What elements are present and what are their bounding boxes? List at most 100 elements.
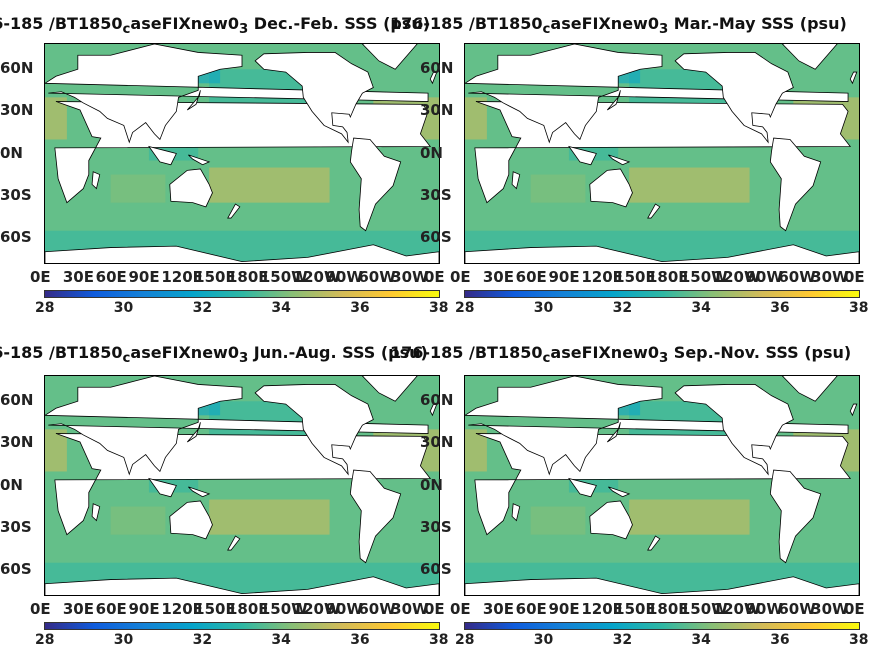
lon-tick-label: 60E — [95, 600, 127, 618]
colorbar-tick-label: 32 — [192, 632, 213, 648]
colorbar-tick-label: 38 — [849, 300, 869, 316]
lat-tick-label: 30S — [420, 517, 452, 536]
land-mass — [769, 137, 822, 232]
colorbar-tick-label: 38 — [429, 632, 449, 648]
salinity-band — [110, 506, 166, 535]
sss-map — [45, 44, 439, 263]
title-tail: Jun.-Aug. SSS (psu) — [248, 343, 428, 362]
title-sub2: 3 — [238, 22, 249, 38]
land-mass — [647, 203, 661, 219]
colorbar-tick-label: 38 — [849, 632, 869, 648]
land-mass — [186, 90, 201, 111]
title-sub2: 3 — [238, 351, 249, 367]
lat-tick-label: 30S — [0, 185, 32, 204]
salinity-band — [530, 506, 586, 535]
colorbar-tick-label: 28 — [35, 632, 55, 648]
land-mass — [568, 145, 597, 166]
lon-tick-label: 150E — [614, 600, 656, 618]
lon-tick-label: 60W — [358, 268, 396, 286]
land-mass — [781, 44, 838, 70]
lon-tick-label: 180E — [227, 600, 269, 618]
salinity-band — [209, 499, 330, 535]
sss-map — [45, 376, 439, 595]
colorbar-tick-label: 32 — [612, 300, 633, 316]
lon-tick-label: 30E — [62, 268, 94, 286]
title-mid: aseFIXnew0 — [550, 343, 659, 362]
lon-tick-label: 120W — [712, 600, 761, 618]
lon-tick-label: 150W — [679, 600, 728, 618]
lon-tick-label: 90W — [325, 600, 363, 618]
panel-title: 176-185 /BT1850caseFIXnew03 Jun.-Aug. SS… — [0, 343, 428, 366]
lon-tick-label: 120E — [161, 268, 203, 286]
lon-tick-label: 60E — [515, 600, 547, 618]
lon-tick-label: 150W — [259, 600, 308, 618]
lat-tick-label: 60S — [420, 227, 452, 246]
lon-tick-label: 120W — [292, 600, 341, 618]
lon-tick-label: 0E — [30, 600, 51, 618]
title-sub2: 3 — [658, 22, 669, 38]
salinity-band — [45, 429, 67, 472]
colorbar — [44, 290, 440, 298]
lon-tick-label: 30W — [811, 268, 849, 286]
lat-tick-label: 0N — [0, 143, 23, 162]
colorbar-tick-label: 34 — [271, 632, 291, 648]
lon-tick-label: 30E — [62, 600, 94, 618]
title-tail: Mar.-May SSS (psu) — [668, 14, 847, 33]
sss-map — [465, 44, 859, 263]
land-mass — [227, 203, 241, 219]
colorbar-tick-label: 36 — [350, 300, 370, 316]
lon-tick-label: 30W — [811, 600, 849, 618]
lon-tick-label: 30W — [391, 600, 429, 618]
title-sub: c — [542, 351, 551, 367]
lon-tick-label: 180E — [647, 268, 689, 286]
salinity-band — [209, 167, 330, 203]
land-mass — [349, 469, 402, 564]
land-mass — [188, 154, 211, 166]
lon-tick-label: 0E — [844, 600, 865, 618]
colorbar-tick-label: 30 — [113, 632, 134, 648]
title-sub: c — [122, 351, 131, 367]
lon-tick-label: 120E — [161, 600, 203, 618]
lon-tick-label: 90E — [128, 600, 160, 618]
lon-tick-label: 0E — [30, 268, 51, 286]
colorbar-tick-label: 28 — [35, 300, 55, 316]
land-mass — [465, 244, 859, 263]
colorbar-tick-label: 34 — [691, 300, 711, 316]
salinity-band — [45, 97, 67, 140]
land-mass — [349, 137, 402, 232]
lon-tick-label: 0E — [844, 268, 865, 286]
lat-tick-label: 30N — [0, 101, 34, 120]
land-mass — [188, 486, 211, 498]
lat-tick-label: 30N — [420, 433, 454, 452]
lat-tick-label: 0N — [0, 475, 23, 494]
land-mass — [254, 52, 374, 144]
lat-tick-label: 60S — [420, 559, 452, 578]
lon-tick-label: 150E — [614, 268, 656, 286]
land-mass — [849, 71, 858, 85]
colorbar-tick-label: 30 — [113, 300, 134, 316]
title-tail: Sep.-Nov. SSS (psu) — [668, 343, 852, 362]
land-mass — [148, 477, 177, 498]
colorbar-tick-label: 28 — [455, 632, 475, 648]
title-sub: c — [122, 22, 131, 38]
colorbar-tick-label: 34 — [271, 300, 291, 316]
map-axes — [464, 43, 860, 264]
land-mass — [608, 486, 631, 498]
lon-tick-label: 30E — [482, 268, 514, 286]
land-mass — [45, 376, 429, 476]
lat-tick-label: 0N — [420, 143, 443, 162]
lon-tick-label: 120W — [292, 268, 341, 286]
land-mass — [511, 503, 521, 522]
map-axes — [44, 375, 440, 596]
lon-tick-label: 150E — [194, 268, 236, 286]
salinity-band — [629, 167, 750, 203]
title-mid: aseFIXnew0 — [550, 14, 659, 33]
land-mass — [429, 403, 438, 417]
salinity-band — [110, 174, 166, 203]
lon-tick-label: 90W — [745, 268, 783, 286]
panel-title: 176-185 /BT1850caseFIXnew03 Sep.-Nov. SS… — [390, 343, 851, 366]
land-mass — [148, 145, 177, 166]
land-mass — [568, 477, 597, 498]
land-mass — [465, 376, 849, 476]
title-sub2: 3 — [658, 351, 669, 367]
